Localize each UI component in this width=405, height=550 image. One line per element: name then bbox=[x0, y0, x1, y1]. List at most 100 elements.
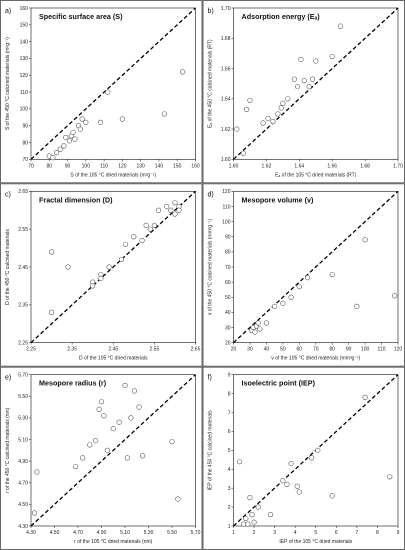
y-tick-label: 60 bbox=[225, 280, 231, 286]
x-axis-label: v of the 105 °C dried materials (mm³g⁻¹) bbox=[271, 356, 360, 362]
x-tick-label: 2 bbox=[253, 530, 256, 536]
data-point bbox=[172, 211, 178, 217]
data-point bbox=[295, 84, 301, 90]
data-point bbox=[143, 222, 149, 228]
data-point bbox=[106, 264, 112, 270]
x-tick-label: 100 bbox=[82, 163, 91, 169]
data-point bbox=[243, 515, 249, 522]
panel-frame bbox=[0, 183, 203, 367]
data-point bbox=[245, 521, 251, 527]
data-point bbox=[97, 119, 104, 125]
panel-c: c) Fractal dimension (D) 2.25 2.35 2.45 2.55 2… bbox=[0, 183, 203, 367]
panel-f: f) Isoelectric point (IEP) 1 2 3 4 5 6 7 8 9 1 2 3 4 5 6… bbox=[202, 366, 405, 550]
y-tick-label: 5 bbox=[228, 448, 231, 454]
panel-label: c) bbox=[5, 191, 11, 198]
x-tick-label: 120 bbox=[118, 163, 127, 169]
y-tick-label: 100 bbox=[20, 107, 29, 113]
data-point bbox=[98, 275, 104, 281]
data-point bbox=[128, 415, 134, 421]
data-point bbox=[175, 496, 181, 502]
x-tick-label: 140 bbox=[155, 163, 164, 169]
data-point bbox=[80, 455, 86, 461]
x-tick-label: 2.45 bbox=[108, 347, 118, 353]
data-point bbox=[244, 106, 250, 112]
panel-frame bbox=[0, 0, 203, 184]
x-tick-label: 1.66 bbox=[327, 163, 337, 169]
data-point bbox=[280, 100, 286, 106]
x-tick-label: 30 bbox=[247, 347, 253, 353]
data-point bbox=[301, 78, 307, 84]
y-tick-label: 140 bbox=[20, 39, 29, 45]
data-point bbox=[337, 23, 344, 29]
data-point bbox=[263, 320, 270, 326]
panel-e: e) Mesopore radius (r) 4.30 4.50 4.70 4.90 5.1… bbox=[0, 366, 203, 550]
data-point bbox=[131, 234, 137, 240]
y-tick-label: 2.65 bbox=[18, 189, 28, 195]
y-tick-label: 4 bbox=[228, 467, 231, 473]
y-tick-label: 1.60 bbox=[221, 157, 231, 163]
data-point bbox=[255, 320, 261, 326]
data-point bbox=[105, 89, 111, 95]
data-point bbox=[110, 426, 116, 432]
data-point bbox=[79, 116, 85, 122]
panel-b: b) Adsorption energy (Eₐ) 1.60 1.62 1.64 1.66… bbox=[202, 0, 405, 184]
chart-title: Fractal dimension (D) bbox=[39, 195, 113, 204]
x-tick-label: 1.64 bbox=[294, 163, 304, 169]
x-tick-label: 150 bbox=[173, 163, 182, 169]
y-tick-label: 1.64 bbox=[221, 97, 231, 103]
data-point bbox=[251, 519, 257, 525]
data-point bbox=[65, 264, 71, 270]
y-tick-label: 50 bbox=[225, 295, 231, 301]
data-point bbox=[260, 120, 266, 126]
plot-area bbox=[30, 374, 196, 527]
x-axis-label: S of the 105 °C dried materials (m²g⁻¹) bbox=[70, 172, 156, 178]
data-point bbox=[237, 459, 243, 465]
y-tick-label: 120 bbox=[20, 73, 29, 79]
x-tick-label: 4 bbox=[294, 530, 297, 536]
data-point bbox=[77, 126, 83, 132]
y-tick-label: 130 bbox=[20, 56, 29, 62]
x-tick-label: 160 bbox=[191, 163, 200, 169]
y-tick-label: 4.90 bbox=[18, 459, 28, 465]
data-point bbox=[124, 455, 130, 461]
data-point bbox=[34, 469, 40, 475]
y-tick-label: 4.50 bbox=[18, 502, 28, 508]
data-point bbox=[131, 388, 137, 394]
data-point bbox=[66, 138, 72, 144]
y-tick-label: 1.62 bbox=[221, 127, 231, 133]
data-point bbox=[288, 294, 294, 300]
data-point bbox=[354, 303, 360, 309]
data-point bbox=[48, 249, 55, 255]
x-axis-label: D of the 105 °C dried materials bbox=[79, 356, 148, 362]
y-tick-label: 90 bbox=[225, 235, 231, 241]
x-tick-label: 120 bbox=[394, 347, 403, 353]
panel-label: d) bbox=[208, 191, 214, 198]
y-tick-label: 90 bbox=[22, 124, 28, 130]
data-point bbox=[240, 150, 246, 156]
y-tick-label: 20 bbox=[225, 340, 231, 346]
panel-frame bbox=[0, 366, 203, 550]
data-point bbox=[309, 455, 315, 461]
data-point bbox=[296, 489, 302, 495]
y-tick-label: 80 bbox=[225, 250, 231, 256]
data-point bbox=[48, 309, 55, 315]
data-point bbox=[72, 136, 78, 142]
panel-label: f) bbox=[208, 375, 212, 382]
data-point bbox=[87, 442, 93, 448]
data-point bbox=[61, 143, 67, 149]
x-tick-label: 90 bbox=[65, 163, 71, 169]
data-point bbox=[139, 237, 145, 244]
y-tick-label: 5.70 bbox=[18, 372, 28, 378]
x-tick-label: 50 bbox=[280, 347, 286, 353]
data-point bbox=[83, 119, 89, 125]
y-tick-label: 160 bbox=[20, 6, 29, 12]
x-tick-label: 5.30 bbox=[144, 530, 154, 536]
y-axis-label: Eₐ of the 450 °C calcined materials (RT) bbox=[208, 39, 214, 128]
plot-area bbox=[30, 7, 196, 160]
y-tick-label: 5.30 bbox=[18, 416, 28, 422]
data-point bbox=[119, 116, 125, 122]
x-tick-label: 5.10 bbox=[120, 530, 130, 536]
data-point bbox=[392, 293, 398, 299]
y-tick-label: 5.50 bbox=[18, 394, 28, 400]
